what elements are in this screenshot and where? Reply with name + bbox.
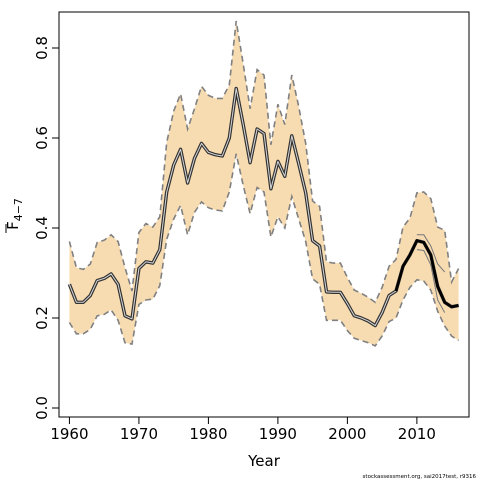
x-tick-label-1960: 1960 xyxy=(50,425,88,443)
y-tick-label-0.8: 0.8 xyxy=(33,36,51,60)
series-line-estimate xyxy=(68,88,459,327)
series-line-upper-bound xyxy=(68,20,460,304)
svg-text:F4−7: F4−7 xyxy=(4,198,25,230)
x-axis: 1960 1970 1980 1990 2000 2010 xyxy=(50,416,436,443)
y-axis-title-subscript: 4−7 xyxy=(12,198,25,221)
series-line-recent-upper xyxy=(416,234,446,273)
confidence-band-layer xyxy=(69,21,459,346)
y-axis-title: F4−7 xyxy=(4,198,25,233)
series-line-estimate-recent xyxy=(394,239,459,309)
credit-text: stockassessment.org, sai2017test, r9316 xyxy=(363,474,477,480)
series-lines-layer xyxy=(67,20,460,347)
y-axis-title-main: F xyxy=(4,221,22,230)
y-tick-label-0.2: 0.2 xyxy=(33,306,51,330)
x-tick-label-1990: 1990 xyxy=(259,425,297,443)
series-line-recent-lower xyxy=(416,249,446,313)
y-tick-label-0.0: 0.0 xyxy=(33,396,51,420)
x-tick-label-2000: 2000 xyxy=(328,425,366,443)
y-tick-label-0.6: 0.6 xyxy=(33,126,51,150)
y-axis: 0.0 0.2 0.4 0.6 0.8 xyxy=(33,36,60,420)
x-tick-label-1970: 1970 xyxy=(120,425,158,443)
series-line-lower-bound xyxy=(68,153,460,347)
y-tick-label-0.4: 0.4 xyxy=(33,216,51,240)
x-axis-title: Year xyxy=(247,452,281,470)
confidence-band xyxy=(69,21,459,346)
x-tick-label-2010: 2010 xyxy=(398,425,436,443)
x-tick-label-1980: 1980 xyxy=(189,425,227,443)
